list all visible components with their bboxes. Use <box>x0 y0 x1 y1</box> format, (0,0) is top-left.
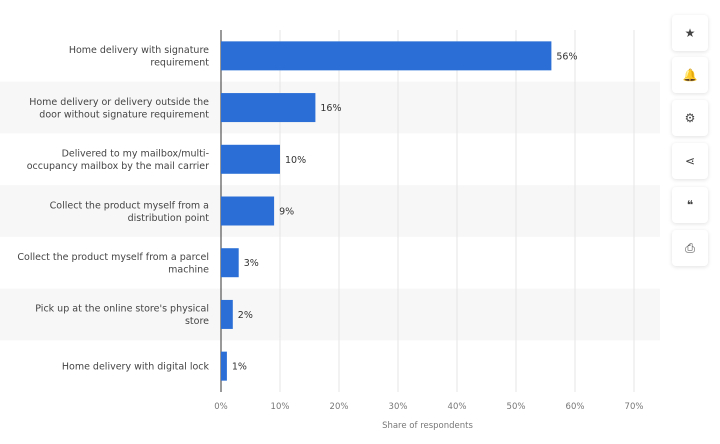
data-label: 56% <box>556 51 577 62</box>
bar <box>221 248 239 278</box>
gear-icon[interactable]: ⚙ <box>672 100 708 136</box>
category-label: machine <box>168 264 209 275</box>
category-label: store <box>185 316 209 327</box>
row-band <box>0 185 660 237</box>
category-label: Delivered to my mailbox/multi- <box>62 149 209 160</box>
x-tick-label: 30% <box>389 402 408 412</box>
data-label: 9% <box>279 207 294 218</box>
bar <box>221 351 227 381</box>
share-icon[interactable]: ⋖ <box>672 143 708 179</box>
bar <box>221 93 316 123</box>
data-label: 10% <box>285 155 306 166</box>
row-band <box>0 288 660 341</box>
star-icon[interactable]: ★ <box>672 15 708 51</box>
data-label: 2% <box>238 310 253 321</box>
category-label: Home delivery with signature <box>69 45 209 56</box>
category-label: Home delivery with digital lock <box>62 362 210 373</box>
print-icon[interactable]: ⎙ <box>672 230 708 266</box>
x-tick-label: 50% <box>507 402 526 412</box>
category-label: Pick up at the online store's physical <box>35 304 209 315</box>
category-label: door without signature requirement <box>39 109 209 120</box>
category-label: requirement <box>150 58 209 69</box>
bar <box>221 196 275 226</box>
x-tick-label: 10% <box>271 402 290 412</box>
bar <box>221 41 552 71</box>
data-label: 3% <box>244 258 259 269</box>
x-tick-label: 20% <box>330 402 349 412</box>
x-tick-label: 0% <box>214 402 228 412</box>
x-tick-label: 70% <box>625 402 644 412</box>
quote-icon[interactable]: ❝ <box>672 187 708 223</box>
bar <box>221 299 233 329</box>
category-label: Collect the product myself from a <box>50 200 209 211</box>
data-label: 16% <box>320 103 341 114</box>
bell-icon[interactable]: 🔔 <box>672 57 708 93</box>
data-label: 1% <box>232 362 247 373</box>
row-band <box>0 81 660 134</box>
category-label: distribution point <box>128 213 210 224</box>
bar <box>221 144 280 174</box>
x-axis-title: Share of respondents <box>382 421 473 431</box>
x-tick-label: 60% <box>566 402 585 412</box>
category-label: Home delivery or delivery outside the <box>29 97 209 108</box>
bar-chart: 0% 10% 20% 30% 40% 50% 60% 70% 56% Home delivery … <box>0 30 660 431</box>
x-tick-label: 40% <box>448 402 467 412</box>
category-label: Collect the product myself from a parcel <box>17 252 209 263</box>
category-label: occupancy mailbox by the mail carrier <box>27 161 209 172</box>
